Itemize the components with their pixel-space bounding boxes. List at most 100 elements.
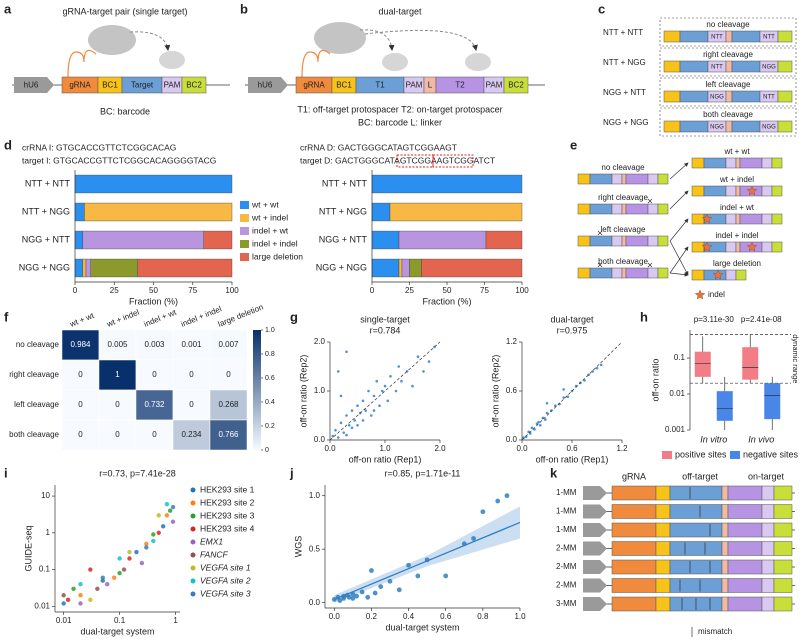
promoter-arrow: [583, 486, 607, 500]
confidence-band: [334, 506, 520, 603]
cas-protein: [465, 53, 491, 71]
construct-label: PAM: [486, 81, 503, 90]
dashed-box: [659, 47, 797, 77]
construct-label: hU6: [258, 81, 273, 90]
construct-segment: [735, 241, 741, 253]
construct-segment: [647, 203, 659, 215]
row-label: 1-MM: [556, 507, 577, 516]
construct-label: NTT: [711, 65, 723, 71]
point: [78, 593, 83, 598]
chart-title: r=0.73, p=7.41e-28: [99, 468, 176, 478]
construct-segment: [691, 157, 705, 169]
point: [350, 595, 356, 601]
construct-segment: [777, 30, 793, 43]
outcome-arrow: [669, 218, 689, 242]
point: [117, 570, 122, 576]
y-tick-label: 10: [41, 491, 50, 500]
construct-segment: [725, 157, 737, 169]
construct-segment: [647, 235, 659, 247]
legend-swatch: [240, 253, 249, 261]
construct-segment: [727, 578, 763, 593]
construct-segment: [761, 578, 775, 593]
construct-segment: [725, 120, 733, 133]
construct-segment: [721, 578, 729, 593]
construct-segment: [625, 173, 649, 185]
construct-segment: [727, 541, 763, 556]
cut-mark: [647, 262, 653, 268]
legend-swatch: [662, 451, 672, 459]
point: [545, 401, 549, 405]
construct-label: L: [428, 81, 433, 90]
construct-segment: [657, 173, 669, 185]
cell-label: 0: [115, 400, 120, 409]
point: [504, 493, 510, 499]
legend-label: HEK293 site 3: [200, 510, 255, 520]
legend-swatch: [730, 451, 740, 459]
heat-cell: [61, 419, 100, 451]
point: [167, 508, 173, 513]
bar: [371, 202, 391, 222]
construct-segment: [577, 203, 591, 215]
construct-segment: [611, 485, 657, 501]
construct-segment: [663, 90, 681, 103]
construct-segment: [655, 541, 671, 556]
column-header: off-target: [682, 471, 718, 481]
cas-protein: [88, 25, 136, 55]
box: [764, 383, 781, 420]
point: [341, 595, 346, 601]
point: [495, 498, 501, 504]
legend-marker: [190, 552, 196, 558]
construct-segment: [761, 504, 775, 519]
legend-marker: [190, 500, 196, 506]
point: [378, 584, 384, 590]
construct-segment: [771, 213, 783, 225]
y-tick-label: 2.0: [314, 337, 326, 346]
construct-segment: [655, 578, 671, 593]
point: [480, 509, 486, 515]
cell-label: 0.268: [218, 400, 239, 409]
sequence: target D: GACTGGGCATAGTCGGAAGTCGGATCT: [300, 155, 495, 165]
construct-segment: [777, 90, 793, 103]
point: [144, 545, 149, 550]
point: [354, 593, 359, 599]
construct-segment: [727, 522, 763, 538]
x-tick-label: 1.2: [616, 444, 628, 453]
row-label: both cleavage: [9, 430, 59, 439]
point: [591, 370, 595, 373]
point: [397, 365, 401, 368]
construct-segment: [739, 213, 763, 225]
construct-segment: [721, 522, 729, 538]
construct-segment: [735, 269, 747, 281]
point: [111, 575, 117, 580]
bar: [401, 258, 410, 278]
construct-segment: [621, 235, 627, 247]
legend-marker: [190, 591, 196, 597]
cell-label: 0.005: [107, 340, 128, 349]
construct-segment: [777, 60, 793, 73]
point: [545, 411, 549, 415]
outcome-label: large deletion: [713, 259, 761, 268]
construct-label: gRNA: [69, 81, 91, 90]
column-label: indel + indel: [180, 304, 223, 329]
point: [134, 549, 139, 555]
x-tick-label: 0.2: [366, 612, 378, 621]
column-label: wt + wt: [68, 311, 96, 329]
heat-cell: [135, 389, 174, 421]
point: [151, 532, 156, 537]
construct-segment: [691, 241, 705, 253]
construct-segment: [771, 157, 783, 169]
row-label: right cleavage: [9, 370, 59, 379]
y-axis-label: off-on ratio (Rep2): [298, 355, 308, 428]
point: [416, 355, 420, 359]
construct-segment: [669, 504, 723, 519]
colorbar: [253, 330, 261, 450]
construct-segment: [703, 157, 727, 169]
panel-label: b: [240, 1, 248, 16]
point: [105, 581, 110, 587]
construct-segment: [761, 522, 775, 538]
point: [160, 524, 166, 529]
construct-segment: [731, 30, 761, 43]
bar: [74, 258, 84, 278]
y-tick-label: 0.001: [665, 425, 686, 434]
point: [372, 394, 376, 398]
